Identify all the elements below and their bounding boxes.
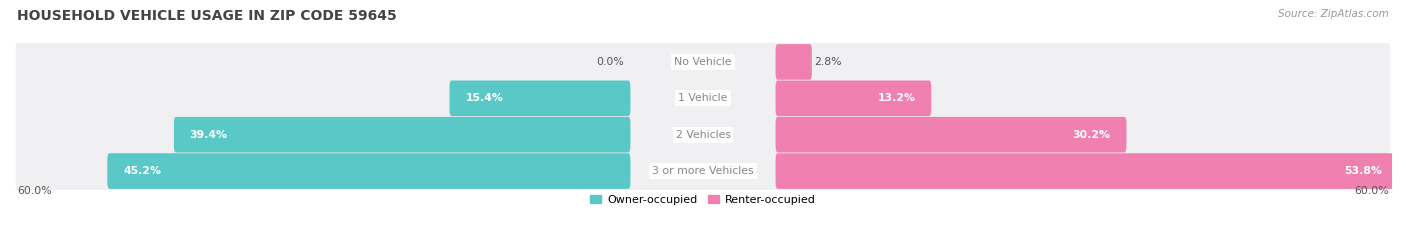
FancyBboxPatch shape <box>776 117 1126 153</box>
Text: 2.8%: 2.8% <box>814 57 842 67</box>
FancyBboxPatch shape <box>15 116 1391 154</box>
Text: 3 or more Vehicles: 3 or more Vehicles <box>652 166 754 176</box>
FancyBboxPatch shape <box>450 80 630 116</box>
FancyBboxPatch shape <box>107 153 630 189</box>
Text: 1 Vehicle: 1 Vehicle <box>678 93 728 103</box>
FancyBboxPatch shape <box>15 79 1391 117</box>
FancyBboxPatch shape <box>776 80 931 116</box>
FancyBboxPatch shape <box>15 152 1391 190</box>
Text: 60.0%: 60.0% <box>17 186 52 196</box>
Text: Source: ZipAtlas.com: Source: ZipAtlas.com <box>1278 9 1389 19</box>
Legend: Owner-occupied, Renter-occupied: Owner-occupied, Renter-occupied <box>586 190 820 209</box>
Text: 30.2%: 30.2% <box>1073 130 1111 140</box>
Text: 15.4%: 15.4% <box>465 93 503 103</box>
FancyBboxPatch shape <box>776 153 1398 189</box>
Text: 39.4%: 39.4% <box>190 130 228 140</box>
Text: 13.2%: 13.2% <box>877 93 915 103</box>
Text: 0.0%: 0.0% <box>596 57 624 67</box>
Text: 2 Vehicles: 2 Vehicles <box>675 130 731 140</box>
FancyBboxPatch shape <box>776 44 811 80</box>
FancyBboxPatch shape <box>174 117 630 153</box>
Text: 45.2%: 45.2% <box>124 166 162 176</box>
Text: 60.0%: 60.0% <box>1354 186 1389 196</box>
FancyBboxPatch shape <box>15 43 1391 81</box>
Text: HOUSEHOLD VEHICLE USAGE IN ZIP CODE 59645: HOUSEHOLD VEHICLE USAGE IN ZIP CODE 5964… <box>17 9 396 23</box>
Text: 53.8%: 53.8% <box>1344 166 1382 176</box>
Text: No Vehicle: No Vehicle <box>675 57 731 67</box>
